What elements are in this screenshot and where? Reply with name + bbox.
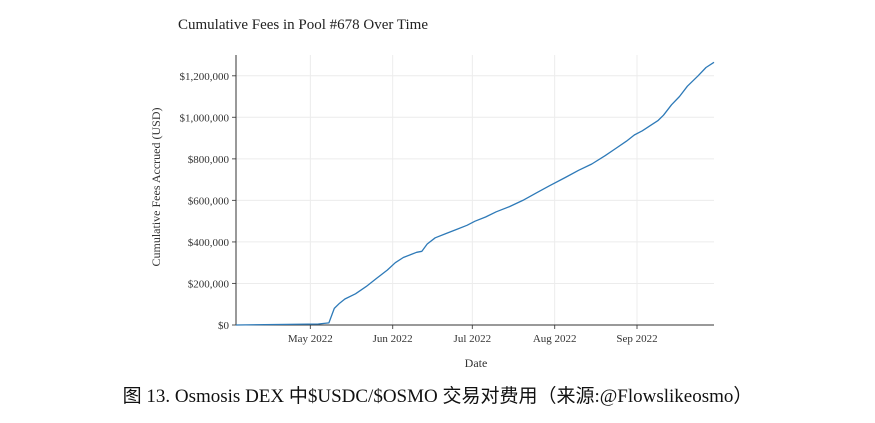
y-tick-label: $1,000,000 [180,112,230,124]
series-line [235,61,715,326]
series-lines [235,61,715,326]
y-tick-label: $600,000 [188,195,230,207]
y-axis-label: Cumulative Fees Accrued (USD) [149,108,163,267]
figure-caption: 图 13. Osmosis DEX 中$USDC/$OSMO 交易对费用（来源:… [122,386,753,407]
x-axis-label: Date [465,356,488,370]
x-tick-label: Jun 2022 [373,333,413,345]
y-axis: $0 $200,000 $400,000 $600,000 $800,000 $1,000… [180,55,237,332]
y-tick-label: $800,000 [188,154,230,166]
x-tick-label: Aug 2022 [533,333,577,345]
x-axis: May 2022 Jun 2022 Jul 2022 Aug 2022 Sep 2022 [236,324,714,345]
x-tick-label: May 2022 [288,333,333,345]
gridlines [236,55,714,326]
y-tick-label: $400,000 [188,237,230,249]
x-tick-label: Jul 2022 [454,333,492,345]
y-tick-label: $1,200,000 [180,71,230,83]
chart-title: Cumulative Fees in Pool #678 Over Time [178,17,428,33]
x-tick-label: Sep 2022 [616,333,657,345]
y-tick-label: $0 [218,320,230,332]
line-chart: Cumulative Fees in Pool #678 Over Time M… [149,17,715,370]
y-tick-label: $200,000 [188,278,230,290]
